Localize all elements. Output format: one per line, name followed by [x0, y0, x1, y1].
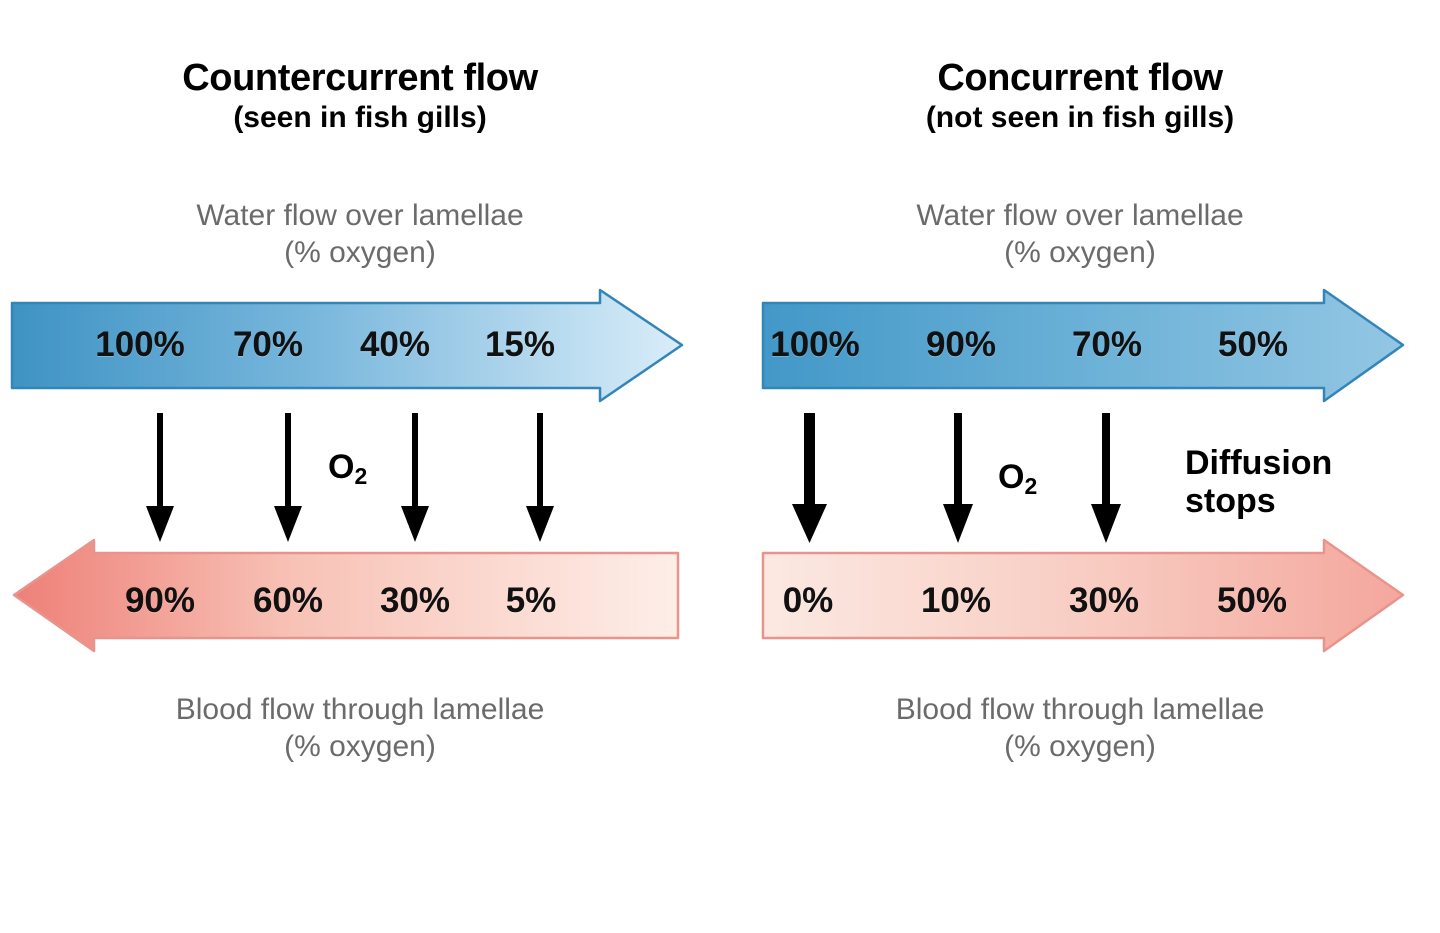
- water-flow-arrow-left: 100% 70% 40% 15%: [10, 288, 710, 418]
- blood-arrow-shape-left: [12, 538, 680, 653]
- blood-flow-arrow-left: 90% 60% 30% 5%: [10, 538, 710, 668]
- diffusion-stops-line1: Diffusion: [1185, 444, 1333, 482]
- water-arrow-values-right: 100% 90% 70% 50%: [730, 288, 1430, 418]
- diffusion-arrows-right: [730, 410, 1430, 545]
- blood-flow-caption-right-line2: (% oxygen): [1004, 729, 1156, 763]
- water-flow-caption-right: Water flow over lamellae (% oxygen): [730, 198, 1430, 271]
- countercurrent-title-block: Countercurrent flow (seen in fish gills): [10, 57, 710, 135]
- o2-label-right: O2: [998, 458, 1038, 499]
- water-flow-caption-line1: Water flow over lamellae: [196, 199, 524, 232]
- blood-flow-arrow-right: 0% 10% 30% 50%: [730, 538, 1430, 668]
- diffusion-stops-label: Diffusion stops: [1185, 444, 1332, 520]
- blood-arrow-shape-right: [761, 538, 1405, 653]
- diffusion-arrows-left: [10, 410, 710, 545]
- water-flow-caption: Water flow over lamellae (% oxygen): [10, 198, 710, 271]
- page-subtitle: (seen in fish gills): [233, 101, 487, 135]
- diffusion-arrow-group-right: [792, 413, 1121, 543]
- blood-flow-caption-line2: (% oxygen): [284, 729, 436, 763]
- page-title: Countercurrent flow: [182, 57, 538, 99]
- o2-label-left: O2: [328, 448, 368, 489]
- o2-subscript-right: 2: [1024, 473, 1038, 499]
- page-title-concurrent: Concurrent flow: [937, 57, 1223, 99]
- water-flow-caption-right-line2: (% oxygen): [1004, 235, 1156, 269]
- water-flow-caption-line2: (% oxygen): [284, 235, 436, 269]
- diffusion-arrow-group-left: [146, 413, 554, 542]
- water-value-4: 15%: [484, 325, 556, 364]
- blood-value-1: 90%: [124, 581, 196, 620]
- blood-flow-caption-right: Blood flow through lamellae (% oxygen): [730, 692, 1430, 765]
- water-value-3: 40%: [359, 325, 431, 364]
- water-arrow-values-left: 100% 70% 40% 15%: [10, 288, 710, 418]
- blood-arrow-values-right: 0% 10% 30% 50%: [730, 538, 1430, 668]
- water-arrow-shape-left: [10, 288, 684, 403]
- blood-value-right-1: 0%: [782, 581, 834, 620]
- water-value-right-3: 70%: [1071, 325, 1143, 364]
- water-value-right-2: 90%: [925, 325, 997, 364]
- water-value-2: 70%: [232, 325, 304, 364]
- water-value-1: 100%: [95, 325, 185, 364]
- blood-flow-caption-line1: Blood flow through lamellae: [175, 693, 545, 726]
- water-flow-caption-right-line1: Water flow over lamellae: [916, 199, 1244, 232]
- water-arrow-shape-right: [761, 288, 1405, 403]
- water-flow-arrow-right: 100% 90% 70% 50%: [730, 288, 1430, 418]
- water-value-right-1: 100%: [770, 325, 860, 364]
- blood-value-right-4: 50%: [1216, 581, 1288, 620]
- blood-value-right-3: 30%: [1068, 581, 1140, 620]
- concurrent-title-block: Concurrent flow (not seen in fish gills): [730, 57, 1430, 135]
- o2-subscript-left: 2: [354, 463, 368, 489]
- water-value-right-4: 50%: [1217, 325, 1289, 364]
- panel-countercurrent: Countercurrent flow (seen in fish gills)…: [10, 0, 710, 933]
- o2-symbol-left: O: [328, 448, 355, 486]
- blood-value-3: 30%: [379, 581, 451, 620]
- blood-value-2: 60%: [252, 581, 324, 620]
- blood-flow-caption-right-line1: Blood flow through lamellae: [895, 693, 1265, 726]
- o2-symbol-right: O: [998, 458, 1025, 496]
- blood-value-right-2: 10%: [920, 581, 992, 620]
- panel-concurrent: Concurrent flow (not seen in fish gills)…: [730, 0, 1430, 933]
- diffusion-stops-line2: stops: [1185, 482, 1276, 521]
- blood-flow-caption: Blood flow through lamellae (% oxygen): [10, 692, 710, 765]
- blood-arrow-values-left: 90% 60% 30% 5%: [10, 538, 710, 668]
- blood-value-4: 5%: [505, 581, 557, 620]
- page-subtitle-concurrent: (not seen in fish gills): [925, 101, 1235, 135]
